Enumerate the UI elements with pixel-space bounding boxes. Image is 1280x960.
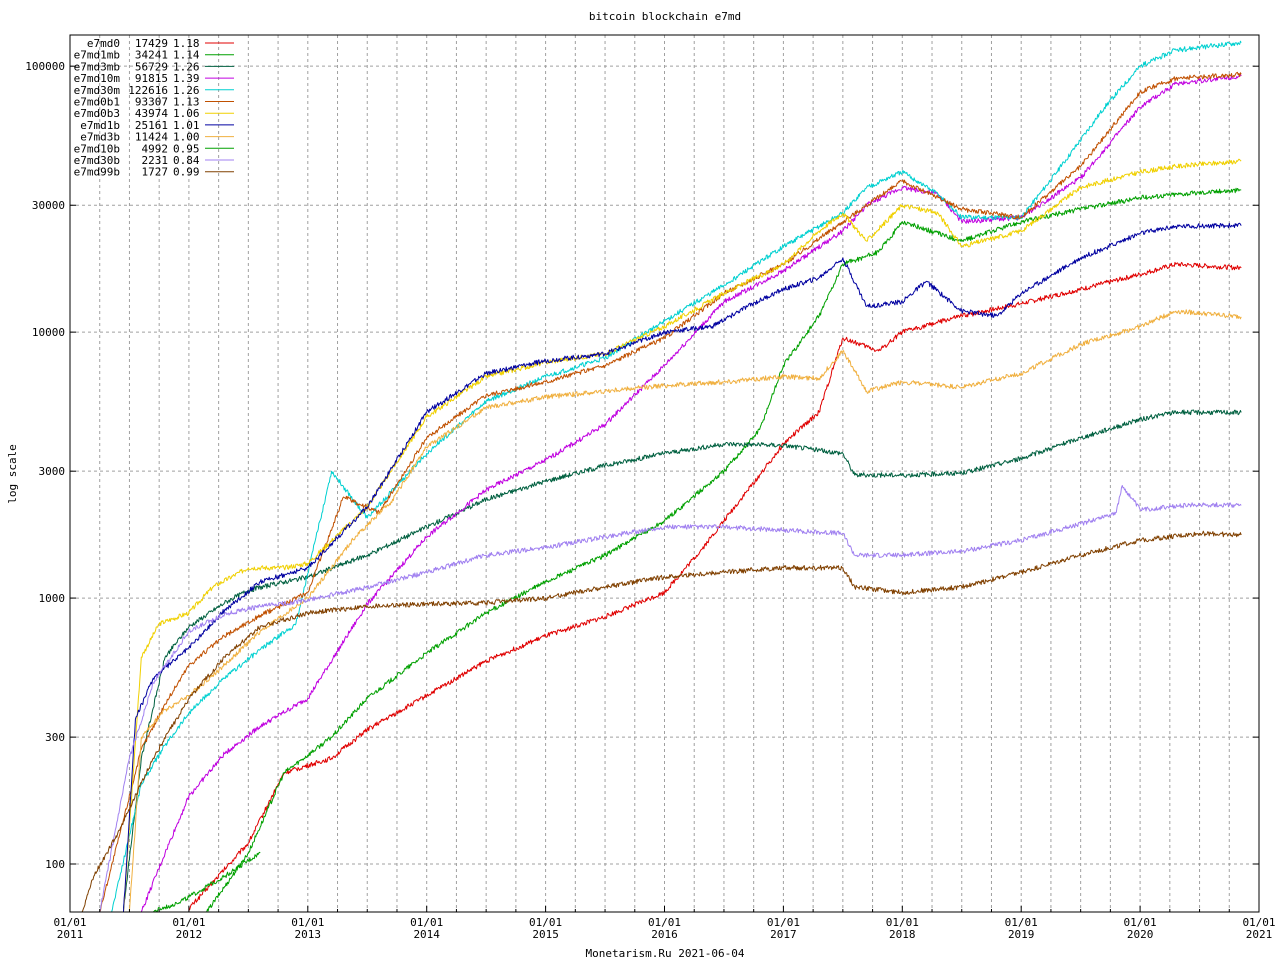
series-line-e7md3b	[128, 309, 1242, 913]
x-tick-label: 01/01	[529, 916, 562, 929]
series-line-e7md3mb	[123, 409, 1242, 909]
legend-ratio: 1.13	[173, 96, 200, 109]
y-tick-label: 100	[45, 858, 65, 871]
series-line-e7md0b1	[99, 71, 1242, 913]
series-line-e7md1mb	[206, 187, 1242, 913]
legend-ratio: 0.95	[173, 142, 200, 155]
legend-ratio: 1.39	[173, 72, 200, 85]
series-line-e7md1b	[123, 222, 1242, 913]
series-line-e7md30b	[99, 485, 1242, 913]
y-axis: 100 300 1000 3000 10000 30000 100000	[25, 60, 1259, 871]
legend-ratio: 0.84	[173, 154, 200, 167]
legend-value: 43974	[135, 107, 168, 120]
legend-name: e7md0	[87, 37, 120, 50]
legend-value: 25161	[135, 119, 168, 132]
series-line-e7md0	[188, 261, 1242, 911]
legend-value: 91815	[135, 72, 168, 85]
legend-ratio: 1.26	[173, 60, 200, 73]
x-tick-label: 2011	[57, 928, 84, 941]
x-tick-label: 2017	[770, 928, 797, 941]
legend-name: e7md30m	[74, 84, 121, 97]
x-tick-label: 01/01	[1242, 916, 1275, 929]
x-tick-label: 2012	[176, 928, 203, 941]
x-tick-label: 2020	[1127, 928, 1154, 941]
legend-ratio: 1.18	[173, 37, 200, 50]
legend-value: 93307	[135, 96, 168, 109]
y-tick-label: 3000	[39, 465, 66, 478]
legend-name: e7md1b	[80, 119, 120, 132]
y-tick-label: 10000	[32, 326, 65, 339]
chart-title: bitcoin blockchain e7md	[589, 10, 741, 23]
x-tick-label: 01/01	[886, 916, 919, 929]
x-tick-label: 01/01	[410, 916, 443, 929]
legend-value: 11424	[135, 131, 168, 144]
x-tick-label: 01/01	[1124, 916, 1157, 929]
legend-ratio: 1.00	[173, 131, 200, 144]
chart-footer: Monetarism.Ru 2021-06-04	[586, 947, 745, 960]
x-tick-label: 01/01	[767, 916, 800, 929]
legend-name: e7md99b	[74, 166, 120, 179]
x-tick-label: 01/01	[291, 916, 324, 929]
y-tick-label: 100000	[25, 60, 65, 73]
legend-value: 34241	[135, 49, 168, 62]
x-tick-label: 2016	[651, 928, 678, 941]
x-tick-label: 01/01	[172, 916, 205, 929]
legend-ratio: 1.01	[173, 119, 200, 132]
series-line-e7md10b	[152, 851, 261, 913]
legend-ratio: 0.99	[173, 166, 200, 179]
legend-value: 17429	[135, 37, 168, 50]
x-tick-label: 2013	[295, 928, 322, 941]
gridlines	[70, 35, 1259, 912]
x-tick-label: 01/01	[1005, 916, 1038, 929]
y-axis-label: log scale	[6, 444, 19, 504]
x-tick-label: 01/01	[648, 916, 681, 929]
legend-value: 56729	[135, 60, 168, 73]
legend-ratio: 1.06	[173, 107, 200, 120]
x-axis: 01/01201101/01201201/01201301/01201401/0…	[53, 906, 1276, 941]
series-line-e7md10m	[140, 73, 1242, 913]
legend-name: e7md0b3	[74, 107, 120, 120]
legend-name: e7md3mb	[74, 60, 120, 73]
legend-value: 4992	[142, 142, 169, 155]
x-tick-label: 2019	[1008, 928, 1035, 941]
legend-value: 2231	[142, 154, 169, 167]
legend-value: 1727	[142, 166, 169, 179]
x-tick-label: 01/01	[53, 916, 86, 929]
series-line-e7md30m	[111, 40, 1242, 913]
y-tick-label: 30000	[32, 199, 65, 212]
legend-value: 122616	[128, 84, 168, 97]
y-tick-label: 1000	[39, 592, 66, 605]
legend-ratio: 1.14	[173, 49, 200, 62]
x-tick-label: 2018	[889, 928, 916, 941]
x-tick-label: 2021	[1246, 928, 1273, 941]
legend-name: e7md1mb	[74, 49, 120, 62]
x-tick-label: 2014	[413, 928, 440, 941]
series-line-e7md0b3	[123, 158, 1242, 913]
legend-name: e7md30b	[74, 154, 120, 167]
series-layer	[81, 40, 1242, 913]
legend-name: e7md10b	[74, 142, 120, 155]
legend-name: e7md0b1	[74, 96, 120, 109]
legend-name: e7md10m	[74, 72, 121, 85]
y-tick-label: 300	[45, 731, 65, 744]
series-line-e7md99b	[81, 530, 1242, 913]
legend-name: e7md3b	[80, 131, 120, 144]
legend: e7md0 17429 1.18 e7md1mb 34241 1.14 e7md3mb 567…	[74, 37, 234, 179]
x-tick-label: 2015	[532, 928, 559, 941]
legend-ratio: 1.26	[173, 84, 200, 97]
